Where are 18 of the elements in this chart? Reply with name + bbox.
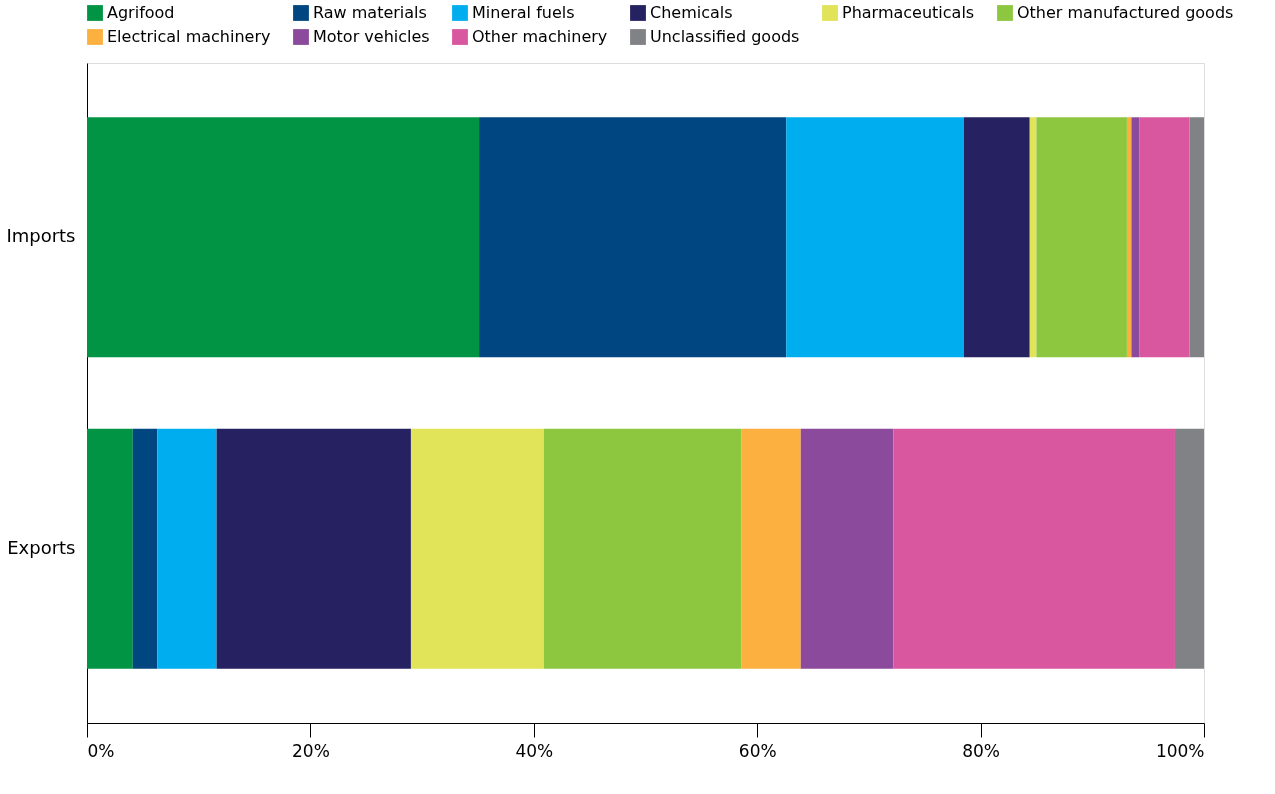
x-tick-label: 60% [738,740,777,761]
legend-label: Other machinery [472,27,608,46]
x-tick-label: 40% [515,740,554,761]
x-tick-label: 100% [1155,740,1205,761]
legend-label: Motor vehicles [313,27,430,46]
y-tick-label: Imports [6,225,76,247]
legend-label: Pharmaceuticals [842,3,975,22]
x-tick-label: 20% [292,740,330,761]
legend-label: Chemicals [650,3,733,22]
legend-label: Agrifood [107,3,175,22]
x-tick-label: 0% [87,740,115,761]
legend-label: Mineral fuels [472,3,575,22]
legend-label: Electrical machinery [107,27,271,46]
x-tick-label: 80% [962,740,1000,761]
legend-label: Raw materials [313,3,427,22]
legend-label: Other manufactured goods [1017,3,1234,22]
y-tick-label: Exports [7,536,76,558]
legend-label: Unclassified goods [650,27,800,46]
